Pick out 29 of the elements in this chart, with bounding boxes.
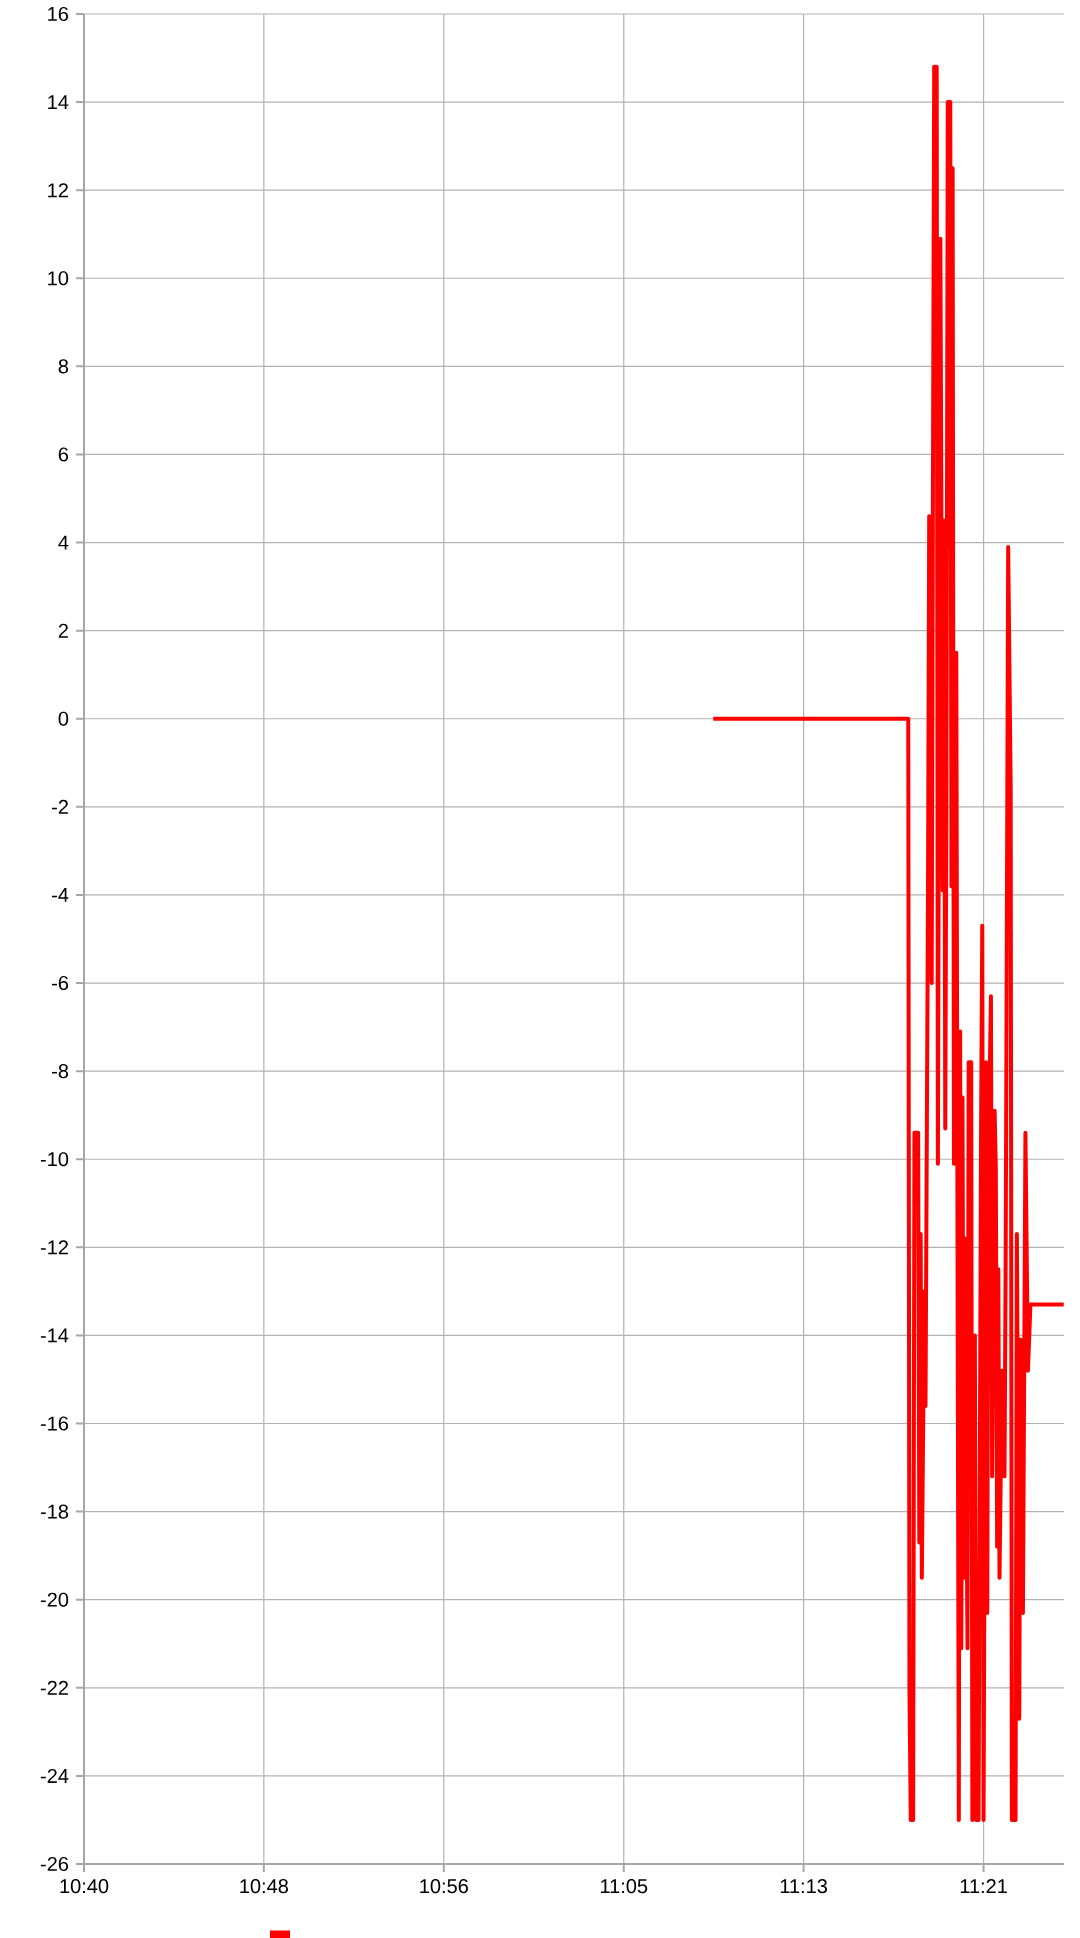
y-tick-label: -2 <box>52 799 68 814</box>
y-tick-label: -12 <box>40 1240 68 1255</box>
x-tick-label: 10:56 <box>420 1879 468 1894</box>
y-tick-label: 0 <box>58 711 69 726</box>
y-tick-label: 12 <box>48 183 68 198</box>
y-tick-label: -16 <box>40 1416 69 1431</box>
x-tick-label: 11:05 <box>601 1879 648 1894</box>
y-tick-label: -26 <box>40 1856 69 1872</box>
y-tick-label: 14 <box>48 95 69 109</box>
x-tick-label: 11:13 <box>780 1879 828 1894</box>
y-tick-label: 8 <box>58 359 69 374</box>
y-tick-label: -14 <box>40 1328 69 1343</box>
y-tick-label: -20 <box>40 1592 69 1607</box>
line-series <box>711 64 1064 1822</box>
y-tick-label: 6 <box>58 447 69 462</box>
y-tick-label: 4 <box>58 535 69 550</box>
y-tick-label: -6 <box>52 975 69 991</box>
y-tick-label: -18 <box>40 1504 69 1519</box>
x-tick-label: 10:40 <box>60 1879 109 1894</box>
y-tick-label: -24 <box>40 1768 69 1783</box>
y-tick-label: -8 <box>52 1064 69 1079</box>
x-tick-label: 11:21 <box>960 1879 1007 1894</box>
y-tick-label: -10 <box>40 1152 69 1167</box>
y-tick-label: 10 <box>48 271 69 286</box>
y-tick-label: -22 <box>40 1680 68 1695</box>
y-tick-label: -4 <box>52 888 69 902</box>
y-tick-label: 2 <box>58 623 68 638</box>
y-tick-label: 16 <box>48 6 69 22</box>
x-tick-label: 10:48 <box>240 1879 288 1894</box>
